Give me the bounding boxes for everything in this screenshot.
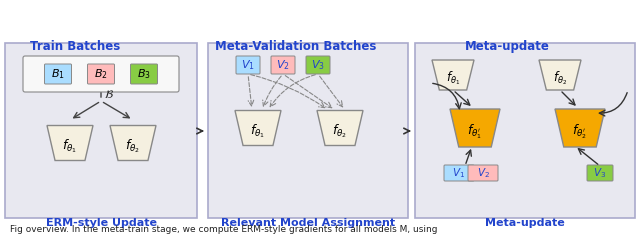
Text: $V_3$: $V_3$ [311, 58, 325, 72]
Polygon shape [555, 109, 605, 147]
FancyBboxPatch shape [88, 64, 115, 84]
Text: $V_1$: $V_1$ [241, 58, 255, 72]
FancyBboxPatch shape [131, 64, 157, 84]
Polygon shape [539, 60, 581, 90]
FancyBboxPatch shape [415, 43, 635, 218]
FancyBboxPatch shape [45, 64, 72, 84]
Text: $V_2$: $V_2$ [276, 58, 290, 72]
Polygon shape [432, 60, 474, 90]
Text: Meta-update: Meta-update [465, 40, 550, 53]
Polygon shape [317, 110, 363, 145]
Polygon shape [110, 125, 156, 160]
Text: $f_{\theta_2'}$: $f_{\theta_2'}$ [573, 123, 588, 141]
Text: Train Batches: Train Batches [30, 40, 120, 53]
Text: $V_2$: $V_2$ [477, 166, 490, 180]
Text: $f_{\theta_1}$: $f_{\theta_1}$ [250, 122, 266, 140]
Text: $f_{\theta_2}$: $f_{\theta_2}$ [333, 122, 348, 140]
Text: ERM-style Update: ERM-style Update [45, 218, 157, 228]
Text: Meta-update: Meta-update [485, 218, 565, 228]
FancyBboxPatch shape [208, 43, 408, 218]
Polygon shape [235, 110, 281, 145]
Text: Meta-Validation Batches: Meta-Validation Batches [215, 40, 376, 53]
FancyBboxPatch shape [587, 165, 613, 181]
FancyBboxPatch shape [468, 165, 498, 181]
FancyBboxPatch shape [5, 43, 197, 218]
FancyBboxPatch shape [236, 56, 260, 74]
FancyBboxPatch shape [306, 56, 330, 74]
FancyBboxPatch shape [23, 56, 179, 92]
Text: $V_1$: $V_1$ [452, 166, 465, 180]
Text: $V_3$: $V_3$ [593, 166, 607, 180]
Polygon shape [47, 125, 93, 160]
Text: $f_{\theta_2}$: $f_{\theta_2}$ [125, 137, 141, 155]
Text: Fig overview. In the meta-train stage, we compute ERM-style gradients for all mo: Fig overview. In the meta-train stage, w… [10, 225, 438, 234]
Text: $f_{\theta_2}$: $f_{\theta_2}$ [553, 69, 567, 87]
FancyBboxPatch shape [271, 56, 295, 74]
Text: $B_2$: $B_2$ [94, 67, 108, 81]
Text: Relevant Model Assignment: Relevant Model Assignment [221, 218, 395, 228]
Text: $f_{\theta_1}$: $f_{\theta_1}$ [63, 137, 77, 155]
Text: $f_{\theta_1'}$: $f_{\theta_1'}$ [467, 123, 483, 141]
Text: $B_1$: $B_1$ [51, 67, 65, 81]
FancyBboxPatch shape [444, 165, 474, 181]
Text: $\mathcal{B}$: $\mathcal{B}$ [104, 88, 114, 100]
Polygon shape [450, 109, 500, 147]
Text: $B_3$: $B_3$ [137, 67, 151, 81]
Text: $f_{\theta_1}$: $f_{\theta_1}$ [446, 69, 460, 87]
